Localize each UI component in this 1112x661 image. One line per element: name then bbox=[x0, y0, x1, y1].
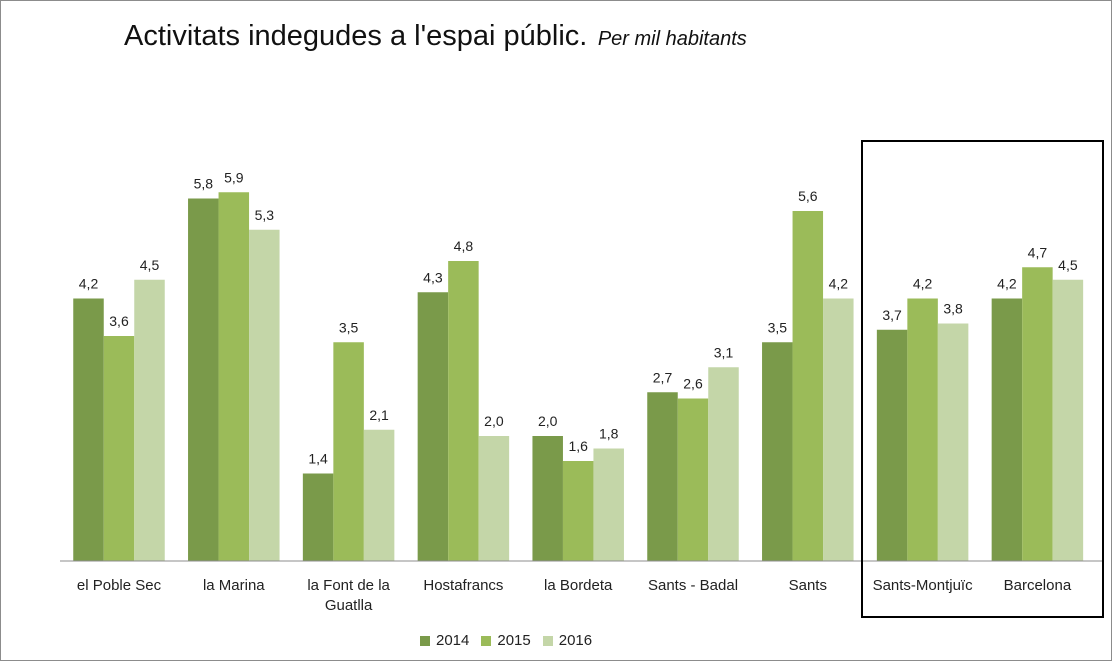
legend-swatch-2014 bbox=[420, 635, 430, 646]
legend-item-2015: 2015 bbox=[481, 632, 531, 649]
chart-title: Activitats indegudes a l'espai públic. P… bbox=[124, 20, 747, 53]
data-label-2016-0: 4,5 bbox=[140, 257, 160, 273]
bar-2015-6 bbox=[792, 211, 824, 561]
data-label-2016-6: 4,2 bbox=[829, 276, 849, 292]
bar-2015-8 bbox=[1022, 267, 1053, 561]
data-label-2015-7: 4,2 bbox=[913, 276, 933, 292]
legend-swatch-2016 bbox=[542, 635, 553, 646]
category-label-1: la Marina bbox=[203, 577, 265, 594]
category-label-3: Hostafrancs bbox=[423, 577, 503, 594]
legend-item-2014: 2014 bbox=[420, 632, 469, 649]
bar-2016-4 bbox=[593, 448, 624, 561]
bar-2016-5 bbox=[708, 367, 739, 561]
bar-2014-7 bbox=[876, 329, 908, 561]
data-label-2016-8: 4,5 bbox=[1058, 257, 1078, 273]
category-label-8: Barcelona bbox=[1004, 577, 1072, 594]
bar-2014-6 bbox=[762, 342, 793, 561]
category-label-6: Sants bbox=[789, 577, 827, 594]
data-label-2014-5: 2,7 bbox=[653, 369, 673, 385]
bar-2015-3 bbox=[448, 261, 479, 561]
legend: 2014 2015 2016 bbox=[420, 632, 604, 649]
data-label-2016-3: 2,0 bbox=[484, 413, 504, 429]
data-label-2014-6: 3,5 bbox=[768, 319, 788, 335]
bar-2014-2 bbox=[302, 473, 334, 561]
category-label-7: Sants-Montjuïc bbox=[873, 577, 974, 594]
data-label-2015-8: 4,7 bbox=[1028, 244, 1048, 260]
data-label-2014-0: 4,2 bbox=[79, 276, 99, 292]
data-label-2014-1: 5,8 bbox=[194, 176, 214, 192]
category-label-2-line0: la Font de la bbox=[307, 577, 390, 594]
data-label-2015-6: 5,6 bbox=[798, 188, 818, 204]
data-label-2016-2: 2,1 bbox=[369, 407, 389, 423]
data-label-2014-3: 4,3 bbox=[423, 269, 443, 285]
bar-2014-0 bbox=[73, 298, 104, 561]
category-label-4: la Bordeta bbox=[544, 577, 613, 594]
highlight-box bbox=[861, 140, 1104, 618]
data-label-2016-4: 1,8 bbox=[599, 426, 619, 442]
legend-item-2016: 2016 bbox=[542, 632, 593, 649]
data-label-2015-4: 1,6 bbox=[568, 438, 588, 454]
bar-2014-3 bbox=[417, 292, 449, 561]
bar-2014-5 bbox=[647, 392, 678, 561]
bar-2016-3 bbox=[478, 436, 510, 561]
data-label-2015-5: 2,6 bbox=[683, 376, 703, 392]
bar-2015-0 bbox=[103, 336, 135, 561]
data-label-2014-8: 4,2 bbox=[997, 276, 1017, 292]
data-label-2014-7: 3,7 bbox=[882, 307, 902, 323]
data-label-2015-1: 5,9 bbox=[224, 169, 244, 185]
data-label-2016-1: 5,3 bbox=[255, 207, 275, 223]
bar-2015-4 bbox=[562, 461, 594, 561]
chart-subtitle: Per mil habitants bbox=[597, 28, 747, 50]
bar-2016-7 bbox=[937, 323, 969, 561]
legend-label-2015: 2015 bbox=[497, 632, 531, 649]
legend-label-2016: 2016 bbox=[558, 632, 593, 649]
bar-2015-5 bbox=[677, 398, 709, 561]
bar-2014-4 bbox=[532, 436, 563, 561]
category-label-2-line1: Guatlla bbox=[325, 597, 373, 614]
data-label-2015-0: 3,6 bbox=[109, 313, 129, 329]
data-label-2014-2: 1,4 bbox=[308, 451, 328, 467]
data-label-2015-2: 3,5 bbox=[339, 319, 359, 335]
bar-2016-2 bbox=[363, 429, 395, 561]
bar-2014-1 bbox=[188, 198, 219, 561]
data-label-2016-5: 3,1 bbox=[714, 344, 734, 360]
data-label-2014-4: 2,0 bbox=[538, 413, 558, 429]
category-label-0: el Poble Sec bbox=[77, 577, 162, 594]
category-label-5: Sants - Badal bbox=[648, 577, 738, 594]
bar-2016-8 bbox=[1052, 279, 1084, 561]
data-label-2015-3: 4,8 bbox=[454, 238, 474, 254]
bar-2016-6 bbox=[823, 298, 854, 561]
bar-2016-0 bbox=[134, 279, 165, 561]
chart-title-main: Activitats indegudes a l'espai públic. bbox=[124, 20, 588, 52]
bar-2015-1 bbox=[218, 192, 250, 561]
data-label-2016-7: 3,8 bbox=[943, 301, 963, 317]
bar-2015-2 bbox=[333, 342, 364, 561]
bar-2014-8 bbox=[991, 298, 1023, 561]
legend-swatch-2015 bbox=[481, 635, 492, 646]
legend-label-2014: 2014 bbox=[436, 632, 470, 649]
bar-2015-7 bbox=[907, 298, 938, 561]
bar-2016-1 bbox=[249, 229, 280, 561]
